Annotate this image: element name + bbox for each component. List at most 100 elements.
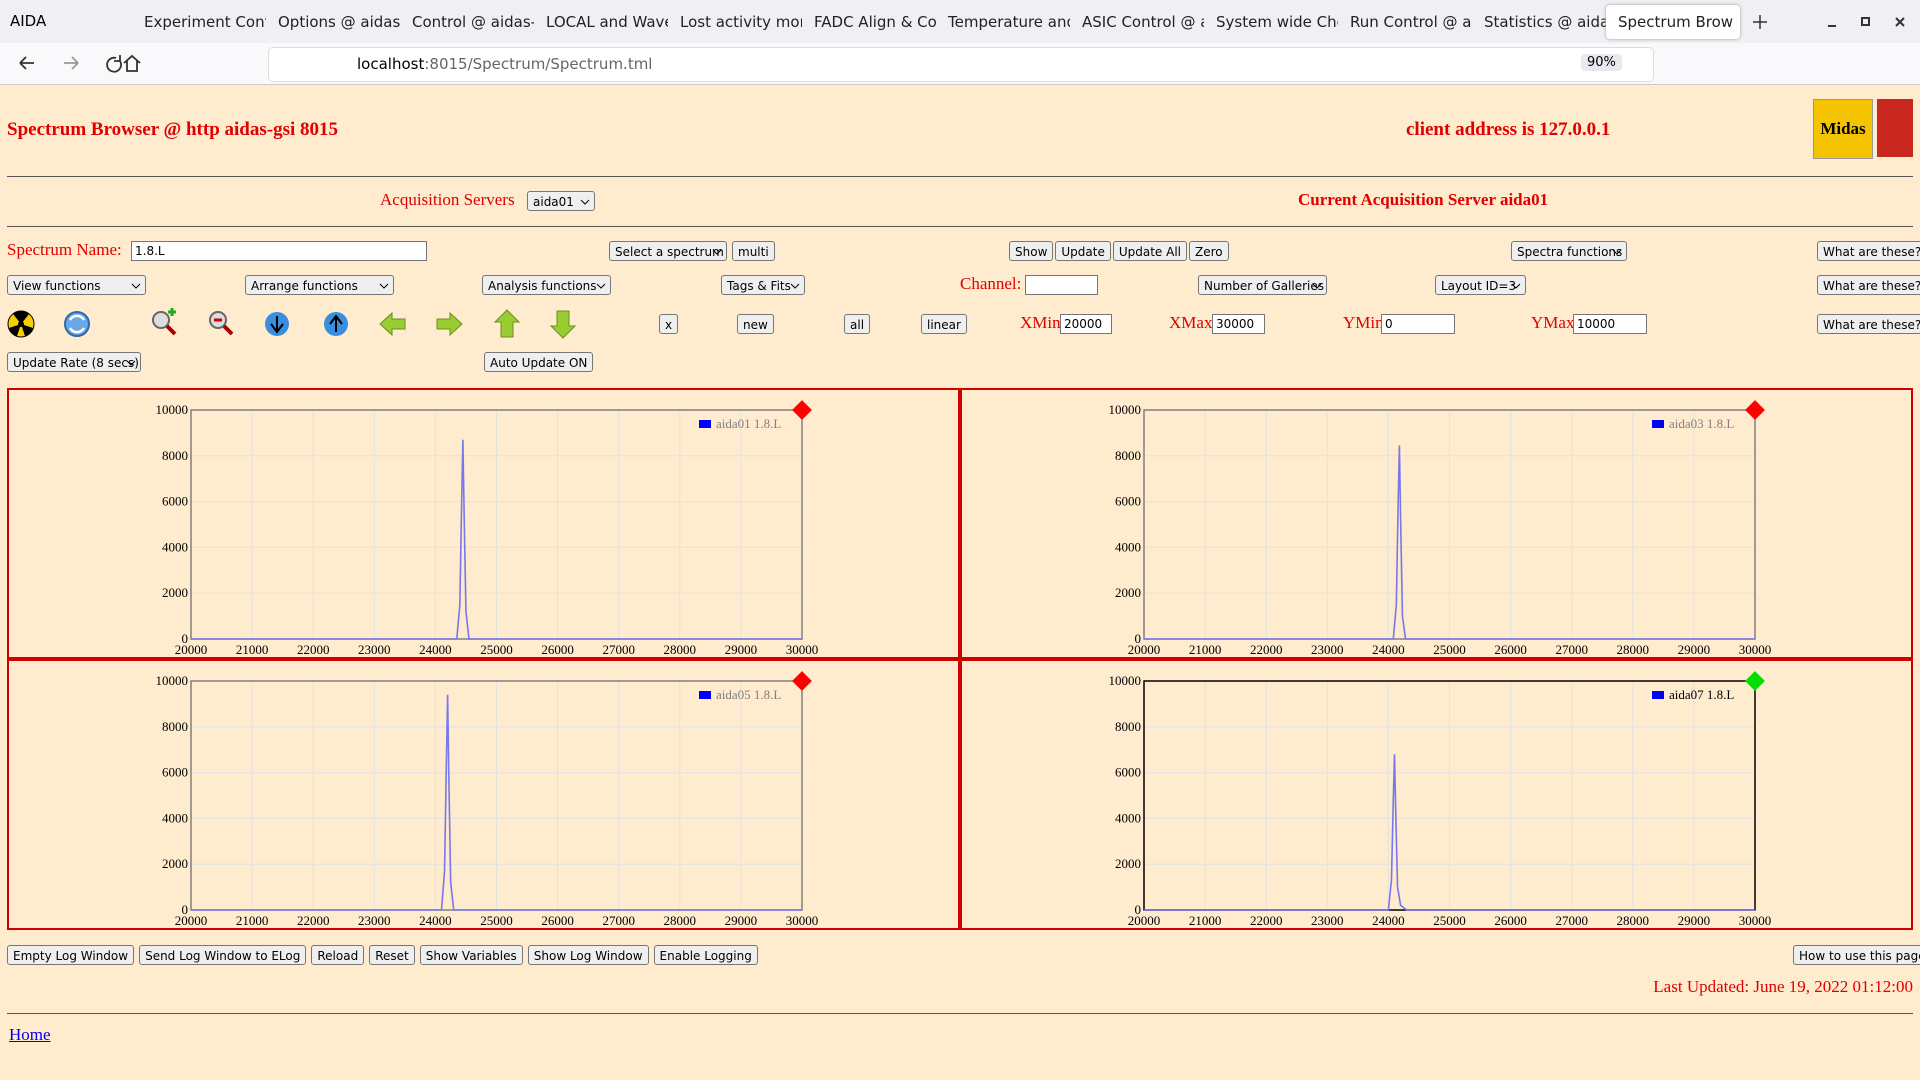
address-bar[interactable]: localhost:8015/Spectrum/Spectrum.tml 90% (268, 47, 1654, 82)
tool-icons[interactable] (0, 306, 600, 342)
spectrum-name-label: Spectrum Name: (7, 240, 122, 259)
spectrum-line (1144, 754, 1755, 911)
x-tick-label: 24000 (1372, 913, 1405, 928)
select[interactable]: View functions (7, 275, 146, 295)
layout-select[interactable]: Layout ID=3 (1435, 275, 1526, 295)
tab[interactable]: System wide Che (1216, 13, 1338, 31)
x-tick-label: 21000 (236, 642, 269, 657)
tab[interactable]: Temperature and (948, 13, 1070, 31)
server-select[interactable]: aida01 (527, 191, 595, 211)
galleries-select[interactable]: Number of Galleries (1198, 275, 1327, 295)
legend-swatch (699, 691, 711, 699)
select[interactable]: Analysis functions (482, 275, 611, 295)
url-host: localhost (357, 55, 425, 73)
chart: 0 2000 4000 6000 8000 10000 20000 21000 22000 230… (156, 400, 819, 657)
rate-select[interactable]: Update Rate (8 secs) (7, 352, 141, 372)
tab[interactable]: LOCAL and Wave (546, 13, 668, 31)
button[interactable]: Reset (369, 945, 415, 965)
status-marker (1745, 671, 1765, 691)
howto-button[interactable]: How to use this page (1793, 945, 1920, 965)
button[interactable]: Send Log Window to ELog (139, 945, 307, 965)
select-text: Analysis functions (488, 279, 597, 293)
x-tick-label: 29000 (725, 642, 758, 657)
arrow (379, 283, 389, 289)
button[interactable]: new (737, 314, 774, 334)
spectra-functions[interactable]: Spectra functions (1511, 241, 1627, 261)
rule (7, 226, 1913, 227)
select-arrow (596, 283, 606, 289)
last-updated: Last Updated: June 19, 2022 01:12:00 (1653, 977, 1913, 996)
button[interactable]: Show Log Window (527, 945, 649, 965)
button[interactable]: Update (1055, 241, 1111, 261)
zoom[interactable]: 90% (1581, 54, 1622, 71)
button[interactable]: Update All (1112, 241, 1188, 261)
xmax-input[interactable]: 30000 (1212, 314, 1265, 334)
x-tick-label: 25000 (480, 913, 513, 928)
tab[interactable]: Run Control @ ai (1350, 13, 1472, 31)
x-tick-label: 24000 (1372, 642, 1405, 657)
button[interactable]: Zero (1189, 241, 1229, 261)
y-tick-label: 6000 (1115, 494, 1141, 509)
y-tick-label: 2000 (162, 856, 188, 871)
button[interactable]: Show (1009, 241, 1054, 261)
new-tab[interactable] (1750, 12, 1770, 32)
tab[interactable]: ASIC Control @ a (1082, 13, 1204, 31)
spectrum-select[interactable]: Select a spectrum (609, 241, 727, 261)
select-text: Spectra functions (1517, 245, 1623, 259)
button[interactable]: Reload (311, 945, 365, 965)
button[interactable]: Enable Logging (653, 945, 758, 965)
select-text: Arrange functions (251, 279, 358, 293)
x-tick-label: 20000 (1128, 913, 1161, 928)
tab-bar: AIDA Experiment Contr Options @ aidas- Con… (0, 0, 1920, 43)
tab[interactable]: Statistics @ aida (1484, 13, 1606, 31)
spectrum-name-input[interactable]: 1.8.L (131, 241, 427, 261)
multi-button[interactable]: multi (732, 241, 775, 261)
chart: 0 2000 4000 6000 8000 10000 20000 21000 22000 230… (1109, 400, 1771, 657)
select-text: Number of Galleries (1204, 279, 1325, 293)
home-icon[interactable] (120, 51, 144, 75)
tab[interactable]: Spectrum Brow (1606, 5, 1740, 39)
tab[interactable]: Options @ aidas- (278, 13, 400, 31)
home-link[interactable]: Home (9, 1025, 51, 1044)
help-button[interactable]: What are these? (1817, 275, 1920, 295)
x-tick-label: 25000 (1433, 642, 1466, 657)
y-tick-label: 2000 (1115, 585, 1141, 600)
url-path: :8015/Spectrum/Spectrum.tml (424, 55, 653, 73)
xmin-input[interactable]: 20000 (1060, 314, 1112, 334)
x-tick-label: 21000 (1189, 642, 1222, 657)
ymax-input[interactable]: 10000 (1573, 314, 1647, 334)
nav-buttons[interactable] (12, 51, 142, 75)
select[interactable]: Arrange functions (245, 275, 394, 295)
button[interactable]: x (659, 314, 679, 334)
y-tick-label: 0 (1135, 902, 1142, 917)
x-tick-label: 27000 (1555, 913, 1588, 928)
x-tick-label: 20000 (175, 913, 208, 928)
button[interactable]: all (844, 314, 871, 334)
button[interactable]: Empty Log Window (7, 945, 135, 965)
x-tick-label: 30000 (1739, 913, 1772, 928)
y-tick-label: 0 (182, 902, 189, 917)
select-text: aida01 (533, 195, 574, 209)
button[interactable]: Show Variables (419, 945, 523, 965)
y-tick-label: 4000 (1115, 810, 1141, 825)
tab[interactable]: Experiment Contr (144, 13, 266, 31)
select-text: Layout ID=3 (1441, 279, 1517, 293)
x-tick-label: 23000 (1311, 642, 1344, 657)
x-tick-label: 21000 (236, 913, 269, 928)
tab[interactable]: Lost activity mon (680, 13, 802, 31)
x-tick-label: 30000 (786, 642, 819, 657)
rule (7, 1013, 1913, 1014)
x-tick-label: 23000 (358, 642, 391, 657)
ymin-input[interactable]: 0 (1381, 314, 1455, 334)
help-button[interactable]: What are these? (1817, 241, 1920, 261)
help-button[interactable]: What are these? (1817, 314, 1920, 334)
chart-cell: 0 2000 4000 6000 8000 10000 20000 21000 22000 230… (7, 659, 960, 930)
tab[interactable]: FADC Align & Co (814, 13, 936, 31)
button[interactable]: linear (921, 314, 967, 334)
window-controls[interactable] (1820, 12, 1910, 32)
auto-update-button[interactable]: Auto Update ON (484, 352, 594, 372)
arrow (790, 283, 800, 289)
tab[interactable]: Control @ aidas- (412, 13, 534, 31)
channel-input[interactable] (1025, 275, 1098, 295)
select[interactable]: Tags & Fits (721, 275, 805, 295)
